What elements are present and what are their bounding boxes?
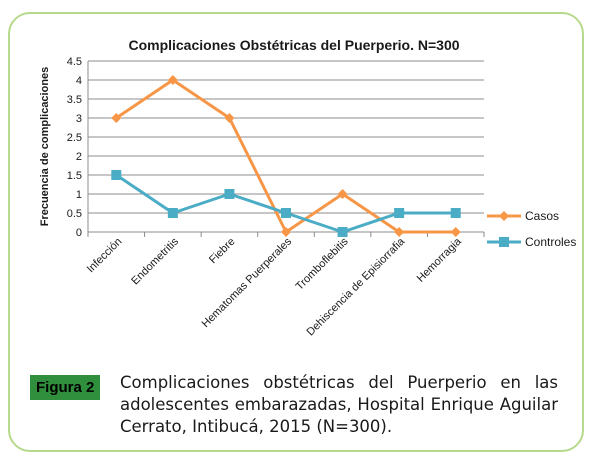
- x-tick-label: Tromboflebitis: [294, 235, 351, 292]
- legend-label: Controles: [525, 235, 576, 249]
- y-tick-label: 0.5: [67, 208, 82, 220]
- y-tick-label: 3.5: [67, 94, 82, 106]
- y-tick-label: 1.5: [67, 170, 82, 182]
- line-chart: Complicaciones Obstétricas del Puerperio…: [39, 37, 576, 338]
- data-point: [450, 227, 461, 237]
- x-tick-label: Infección: [85, 236, 125, 276]
- y-tick-label: 4.5: [67, 56, 82, 68]
- y-tick-label: 2.5: [67, 132, 82, 144]
- y-tick-label: 0: [76, 227, 82, 239]
- data-point: [281, 208, 291, 218]
- figure-caption: Figura 2 Complicaciones obstétricas del …: [30, 372, 560, 442]
- x-tick-label: Dehiscencia de Episiorrafia: [305, 235, 408, 338]
- legend-label: Casos: [525, 209, 559, 223]
- legend-marker: [499, 237, 509, 247]
- data-point: [224, 113, 235, 123]
- legend-marker: [499, 211, 509, 221]
- y-tick-label: 2: [76, 151, 82, 163]
- x-tick-label: Endometritis: [129, 235, 181, 287]
- y-tick-label: 4: [76, 75, 82, 87]
- x-tick-label: Fiebre: [207, 236, 238, 267]
- data-point: [450, 208, 461, 218]
- y-axis-label: Frecuencia de complicaciones: [39, 67, 51, 227]
- data-point: [394, 227, 405, 237]
- data-point: [111, 170, 122, 180]
- data-point: [337, 227, 348, 237]
- y-tick-label: 1: [76, 189, 82, 201]
- data-point: [167, 75, 178, 85]
- data-point: [337, 189, 348, 199]
- x-tick-label: Hemorragia: [415, 235, 465, 285]
- data-point: [167, 208, 178, 218]
- data-point: [281, 227, 291, 237]
- series-line-controles: [115, 173, 456, 234]
- figure-caption-text: Complicaciones obstétricas del Puerperio…: [120, 373, 558, 436]
- figure-label: Figura 2: [30, 375, 101, 400]
- data-point: [111, 113, 122, 123]
- data-point: [394, 208, 405, 218]
- chart-title: Complicaciones Obstétricas del Puerperio…: [128, 37, 459, 53]
- y-tick-label: 3: [76, 113, 82, 125]
- data-point: [224, 189, 235, 199]
